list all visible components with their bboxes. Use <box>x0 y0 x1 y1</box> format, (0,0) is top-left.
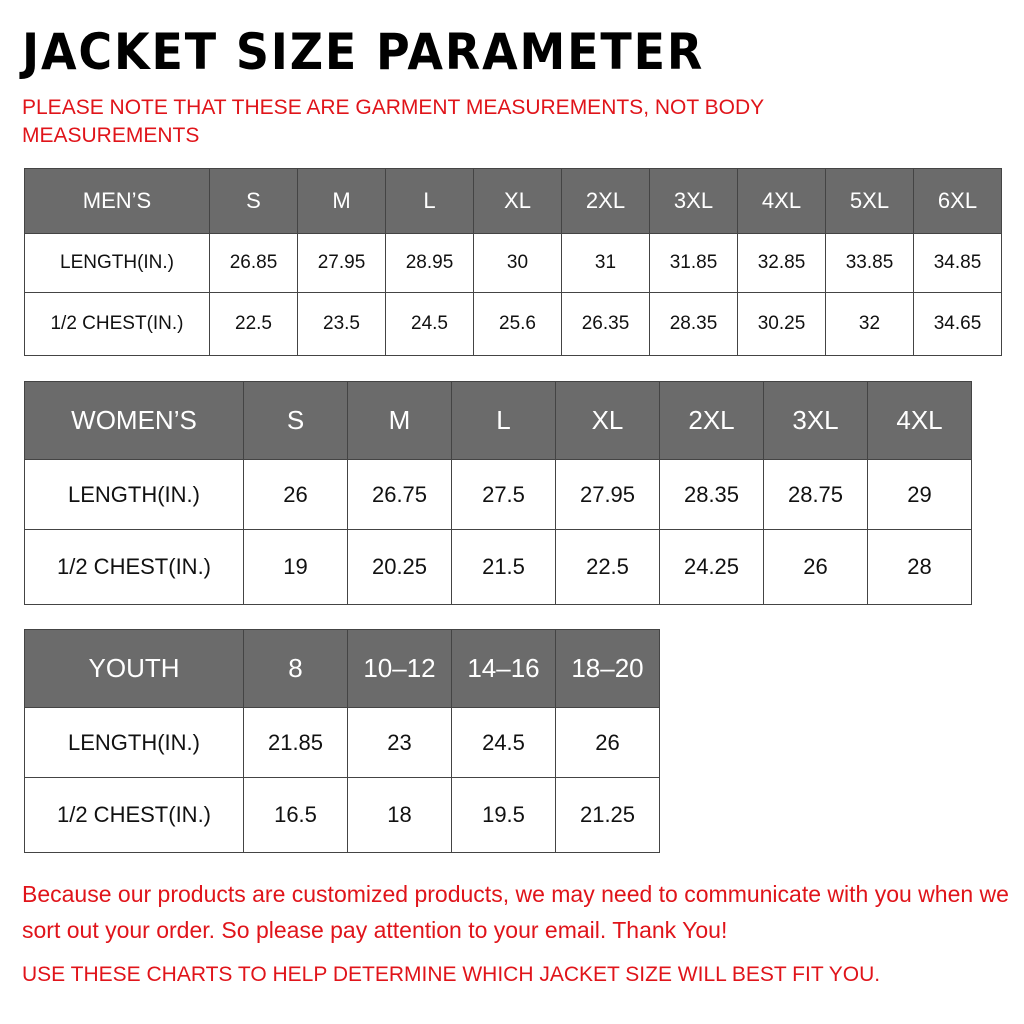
table-row: LENGTH(IN.) 21.85 23 24.5 26 <box>24 707 660 778</box>
size-header: 4XL <box>867 381 972 460</box>
row-label: 1/2 CHEST(IN.) <box>24 292 210 356</box>
measurement-cell: 27.95 <box>297 233 386 293</box>
table-row: LENGTH(IN.) 26 26.75 27.5 27.95 28.35 28.75 29 <box>24 459 972 530</box>
measurement-cell: 29 <box>867 459 972 530</box>
row-label: 1/2 CHEST(IN.) <box>24 529 244 605</box>
measurement-cell: 26 <box>763 529 868 605</box>
measurement-cell: 26 <box>555 707 660 778</box>
women-header-row: WOMEN’S S M L XL 2XL 3XL 4XL <box>24 381 972 460</box>
measurement-cell: 34.65 <box>913 292 1002 356</box>
size-header: 14–16 <box>451 629 556 708</box>
size-header: 2XL <box>561 168 650 234</box>
category-header: YOUTH <box>24 629 244 708</box>
measurement-cell: 28.95 <box>385 233 474 293</box>
women-size-table: WOMEN’S S M L XL 2XL 3XL 4XL LENGTH(IN.) 26 26.75 2… <box>24 381 972 605</box>
measurement-cell: 30.25 <box>737 292 826 356</box>
measurement-cell: 19.5 <box>451 777 556 853</box>
measurement-cell: 18 <box>347 777 452 853</box>
size-header: XL <box>555 381 660 460</box>
size-header: M <box>347 381 452 460</box>
men-size-table: MEN’S S M L XL 2XL 3XL 4XL 5XL 6XL LENGTH(IN.) 26.8… <box>24 168 1002 356</box>
measurement-cell: 23.5 <box>297 292 386 356</box>
customization-message: Because our products are customized prod… <box>22 881 1009 943</box>
size-header: 2XL <box>659 381 764 460</box>
measurement-cell: 24.5 <box>451 707 556 778</box>
men-header-row: MEN’S S M L XL 2XL 3XL 4XL 5XL 6XL <box>24 168 1002 234</box>
measurement-cell: 21.85 <box>243 707 348 778</box>
measurement-cell: 32.85 <box>737 233 826 293</box>
table-row: 1/2 CHEST(IN.) 22.5 23.5 24.5 25.6 26.35 28.35… <box>24 292 1002 356</box>
category-header: WOMEN’S <box>24 381 244 460</box>
measurement-cell: 27.95 <box>555 459 660 530</box>
measurement-cell: 34.85 <box>913 233 1002 293</box>
row-label: LENGTH(IN.) <box>24 459 244 530</box>
measurement-cell: 28.35 <box>659 459 764 530</box>
measurement-cell: 30 <box>473 233 562 293</box>
youth-size-table: YOUTH 8 10–12 14–16 18–20 LENGTH(IN.) 21.85 23 2… <box>24 629 660 853</box>
size-header: 6XL <box>913 168 1002 234</box>
measurement-cell: 22.5 <box>555 529 660 605</box>
measurement-cell: 21.5 <box>451 529 556 605</box>
table-row: LENGTH(IN.) 26.85 27.95 28.95 30 31 31.85 32.85… <box>24 233 1002 293</box>
category-header: MEN’S <box>24 168 210 234</box>
page-title: JACKET SIZE PARAMETER <box>22 23 705 81</box>
measurement-cell: 33.85 <box>825 233 914 293</box>
measurement-cell: 26.75 <box>347 459 452 530</box>
size-header: M <box>297 168 386 234</box>
size-header: 10–12 <box>347 629 452 708</box>
size-header: 5XL <box>825 168 914 234</box>
measurement-cell: 19 <box>243 529 348 605</box>
youth-header-row: YOUTH 8 10–12 14–16 18–20 <box>24 629 660 708</box>
size-header: 4XL <box>737 168 826 234</box>
measurement-cell: 22.5 <box>209 292 298 356</box>
size-header: L <box>451 381 556 460</box>
measurement-cell: 16.5 <box>243 777 348 853</box>
table-row: 1/2 CHEST(IN.) 19 20.25 21.5 22.5 24.25 26 28 <box>24 529 972 605</box>
row-label: LENGTH(IN.) <box>24 707 244 778</box>
measurement-cell: 20.25 <box>347 529 452 605</box>
size-header: XL <box>473 168 562 234</box>
measurement-cell: 28.75 <box>763 459 868 530</box>
measurement-cell: 31.85 <box>649 233 738 293</box>
size-header: 8 <box>243 629 348 708</box>
measurement-cell: 28 <box>867 529 972 605</box>
measurement-cell: 21.25 <box>555 777 660 853</box>
row-label: 1/2 CHEST(IN.) <box>24 777 244 853</box>
size-header: 18–20 <box>555 629 660 708</box>
size-header: S <box>209 168 298 234</box>
table-row: 1/2 CHEST(IN.) 16.5 18 19.5 21.25 <box>24 777 660 853</box>
measurement-cell: 23 <box>347 707 452 778</box>
measurement-cell: 26.85 <box>209 233 298 293</box>
size-header: S <box>243 381 348 460</box>
size-advice: USE THESE CHARTS TO HELP DETERMINE WHICH… <box>22 963 881 986</box>
measurement-cell: 31 <box>561 233 650 293</box>
size-header: 3XL <box>763 381 868 460</box>
measurement-cell: 24.5 <box>385 292 474 356</box>
measurement-note: PLEASE NOTE THAT THESE ARE GARMENT MEASU… <box>22 96 764 147</box>
measurement-cell: 24.25 <box>659 529 764 605</box>
measurement-cell: 26.35 <box>561 292 650 356</box>
measurement-cell: 32 <box>825 292 914 356</box>
measurement-cell: 26 <box>243 459 348 530</box>
measurement-cell: 27.5 <box>451 459 556 530</box>
row-label: LENGTH(IN.) <box>24 233 210 293</box>
size-header: L <box>385 168 474 234</box>
measurement-cell: 25.6 <box>473 292 562 356</box>
measurement-cell: 28.35 <box>649 292 738 356</box>
size-header: 3XL <box>649 168 738 234</box>
